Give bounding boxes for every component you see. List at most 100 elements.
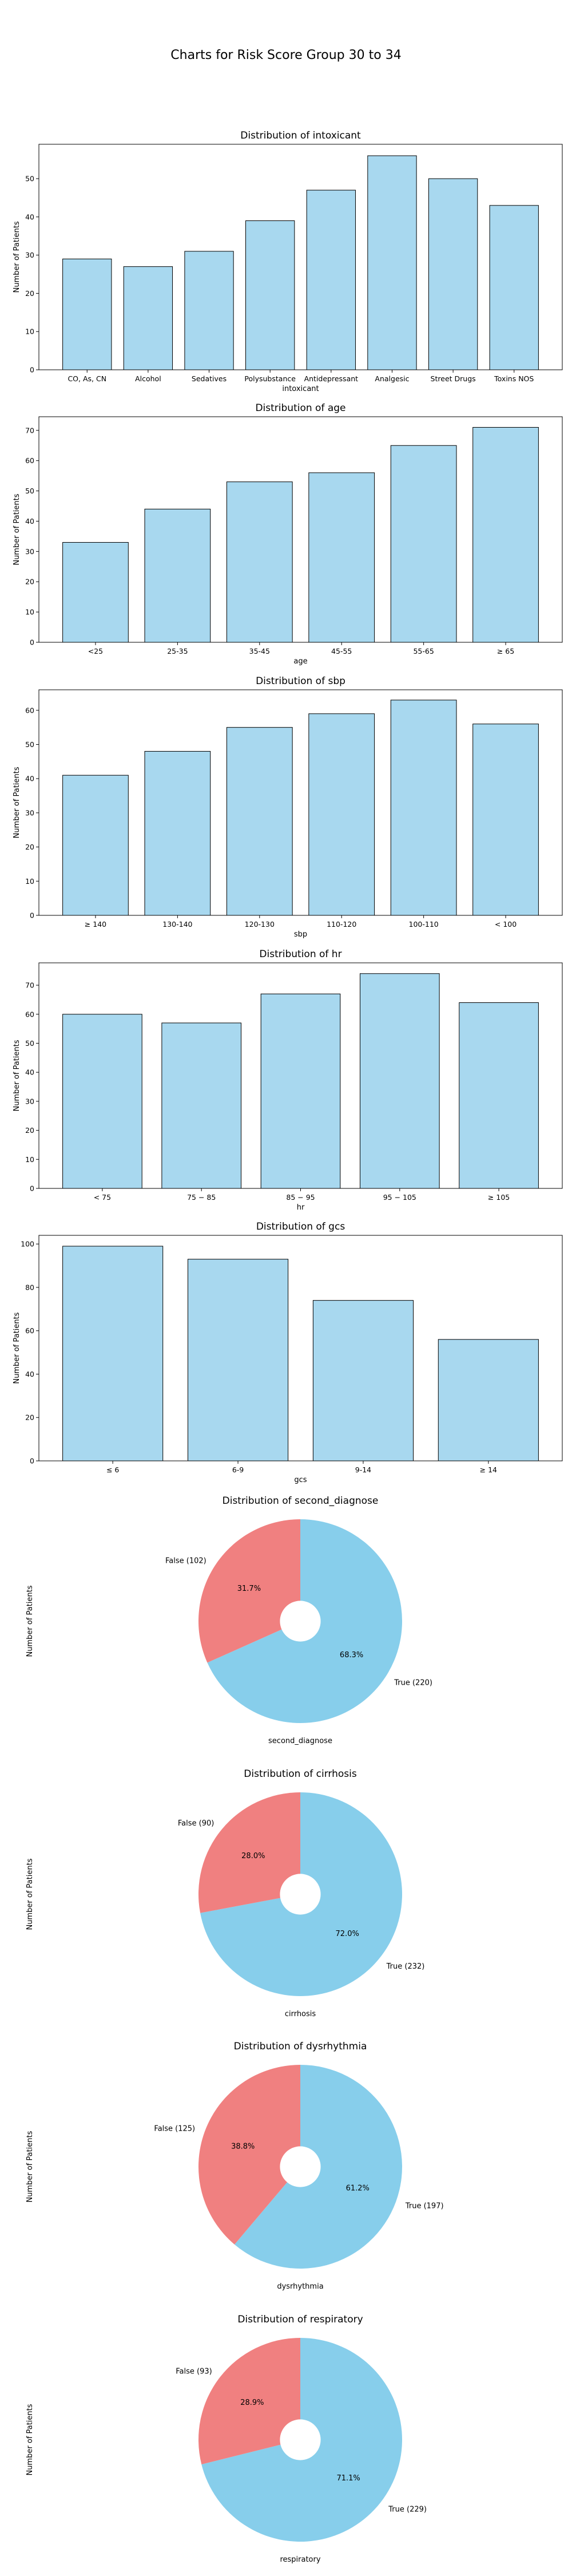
y-tick-label: 0: [30, 911, 34, 920]
y-tick-label: 80: [25, 1283, 34, 1291]
x-tick-label: 9-14: [355, 1465, 371, 1474]
y-tick-label: 20: [25, 843, 34, 851]
pie-label: False (102): [165, 1556, 206, 1565]
y-axis-label: Number of Patients: [26, 1585, 34, 1657]
y-axis-label: Number of Patients: [26, 2404, 34, 2475]
bar: [459, 1002, 539, 1189]
pie-percent-label: 71.1%: [336, 2474, 360, 2483]
y-tick-label: 30: [25, 1097, 34, 1105]
x-tick-label: 100-110: [409, 920, 439, 929]
x-axis-label: sbp: [294, 930, 307, 939]
y-tick-label: 60: [25, 1326, 34, 1335]
chart-2: Distribution of sbp 0 10 20 30 40 50 60 ≥ 140 130…: [13, 675, 563, 939]
y-tick-label: 20: [25, 1413, 34, 1422]
y-tick-label: 40: [25, 212, 34, 221]
figure-title: Charts for Risk Score Group 30 to 34: [170, 48, 401, 62]
y-tick-label: 50: [25, 1039, 34, 1048]
bar: [308, 713, 375, 916]
pie-percent-label: 28.9%: [240, 2399, 264, 2407]
y-tick-label: 10: [25, 1155, 34, 1164]
chart-4: Distribution of gcs 0 20 40 60 80 100 ≤ 6 6-9 9-1…: [13, 1221, 563, 1484]
x-axis-label: respiratory: [280, 2555, 320, 2564]
y-axis-label: Number of Patients: [13, 1312, 21, 1384]
x-tick-label: < 75: [94, 1193, 111, 1202]
y-tick-label: 30: [25, 251, 34, 259]
pie-center-hole: [280, 2146, 321, 2187]
x-tick-label: 35-45: [249, 647, 270, 655]
bar: [245, 220, 295, 370]
bar: [312, 1300, 414, 1461]
x-tick-label: 6-9: [232, 1465, 244, 1474]
pie-center-hole: [280, 1601, 321, 1642]
y-tick-label: 40: [25, 1068, 34, 1077]
axes-frame: [38, 689, 563, 916]
bar: [226, 727, 293, 916]
chart-title: Distribution of dysrhythmia: [234, 2041, 367, 2052]
pie-slice: [198, 2065, 300, 2245]
chart-7: Distribution of dysrhythmia 61.2% True (19…: [26, 2041, 444, 2291]
x-tick-label: 95 − 105: [383, 1193, 416, 1202]
x-tick-label: CO, As, CN: [67, 374, 106, 383]
bar: [260, 993, 341, 1189]
axes-frame: [38, 1235, 563, 1461]
pie-percent-label: 31.7%: [237, 1585, 261, 1593]
x-tick-label: ≥ 65: [497, 647, 514, 655]
y-tick-label: 0: [30, 366, 34, 374]
y-tick-label: 70: [25, 981, 34, 990]
y-tick-label: 70: [25, 426, 34, 434]
x-tick-label: 130-140: [162, 920, 192, 929]
y-tick-label: 50: [25, 175, 34, 183]
x-tick-label: 120-130: [245, 920, 275, 929]
pie-label: False (93): [176, 2367, 212, 2376]
chart-title: Distribution of age: [255, 402, 345, 414]
pie-percent-label: 68.3%: [340, 1651, 363, 1660]
bar: [62, 542, 129, 643]
bar: [306, 189, 356, 370]
x-tick-label: Polysubstance: [244, 374, 296, 383]
y-tick-label: 50: [25, 740, 34, 749]
y-tick-label: 40: [25, 517, 34, 526]
x-axis-label: intoxicant: [282, 385, 319, 393]
x-axis-label: hr: [297, 1203, 305, 1212]
y-tick-label: 40: [25, 1370, 34, 1378]
x-tick-label: 45-55: [331, 647, 352, 655]
bar: [62, 258, 112, 370]
x-tick-label: ≥ 14: [480, 1465, 497, 1474]
pie-label: True (220): [394, 1679, 432, 1688]
y-tick-label: 10: [25, 877, 34, 886]
y-tick-label: 60: [25, 456, 34, 465]
y-tick-label: 100: [21, 1240, 34, 1249]
bar: [438, 1339, 539, 1461]
y-tick-label: 0: [30, 1184, 34, 1193]
y-tick-label: 30: [25, 808, 34, 817]
bar: [62, 775, 129, 916]
chart-6: Distribution of cirrhosis 72.0% True (232)…: [26, 1768, 424, 2018]
bar: [428, 178, 478, 370]
x-tick-label: ≤ 6: [106, 1465, 119, 1474]
y-axis-label: Number of Patients: [13, 221, 21, 293]
x-tick-label: < 100: [495, 920, 517, 929]
y-axis-label: Number of Patients: [26, 1858, 34, 1930]
chart-title: Distribution of intoxicant: [240, 130, 361, 141]
bar: [187, 1259, 289, 1461]
y-tick-label: 60: [25, 1010, 34, 1018]
pie-percent-label: 61.2%: [346, 2184, 370, 2193]
y-axis-label: Number of Patients: [13, 767, 21, 838]
pie-percent-label: 38.8%: [231, 2142, 255, 2151]
x-tick-label: 75 − 85: [187, 1193, 216, 1202]
x-tick-label: Alcohol: [135, 374, 161, 383]
chart-title: Distribution of sbp: [256, 675, 345, 687]
pie-label: True (197): [405, 2202, 444, 2210]
pie-slice: [198, 1792, 300, 1913]
x-axis-label: gcs: [294, 1476, 307, 1484]
chart-title: Distribution of respiratory: [237, 2314, 363, 2325]
x-tick-label: ≥ 105: [488, 1193, 510, 1202]
x-tick-label: Analgesic: [375, 374, 409, 383]
pie-label: True (232): [386, 1962, 425, 1971]
y-tick-label: 0: [30, 638, 34, 647]
x-tick-label: 85 − 95: [286, 1193, 315, 1202]
pie-slice: [198, 1519, 300, 1663]
chart-5: Distribution of second_diagnose 68.3% True…: [26, 1495, 432, 1745]
bar: [359, 973, 440, 1189]
